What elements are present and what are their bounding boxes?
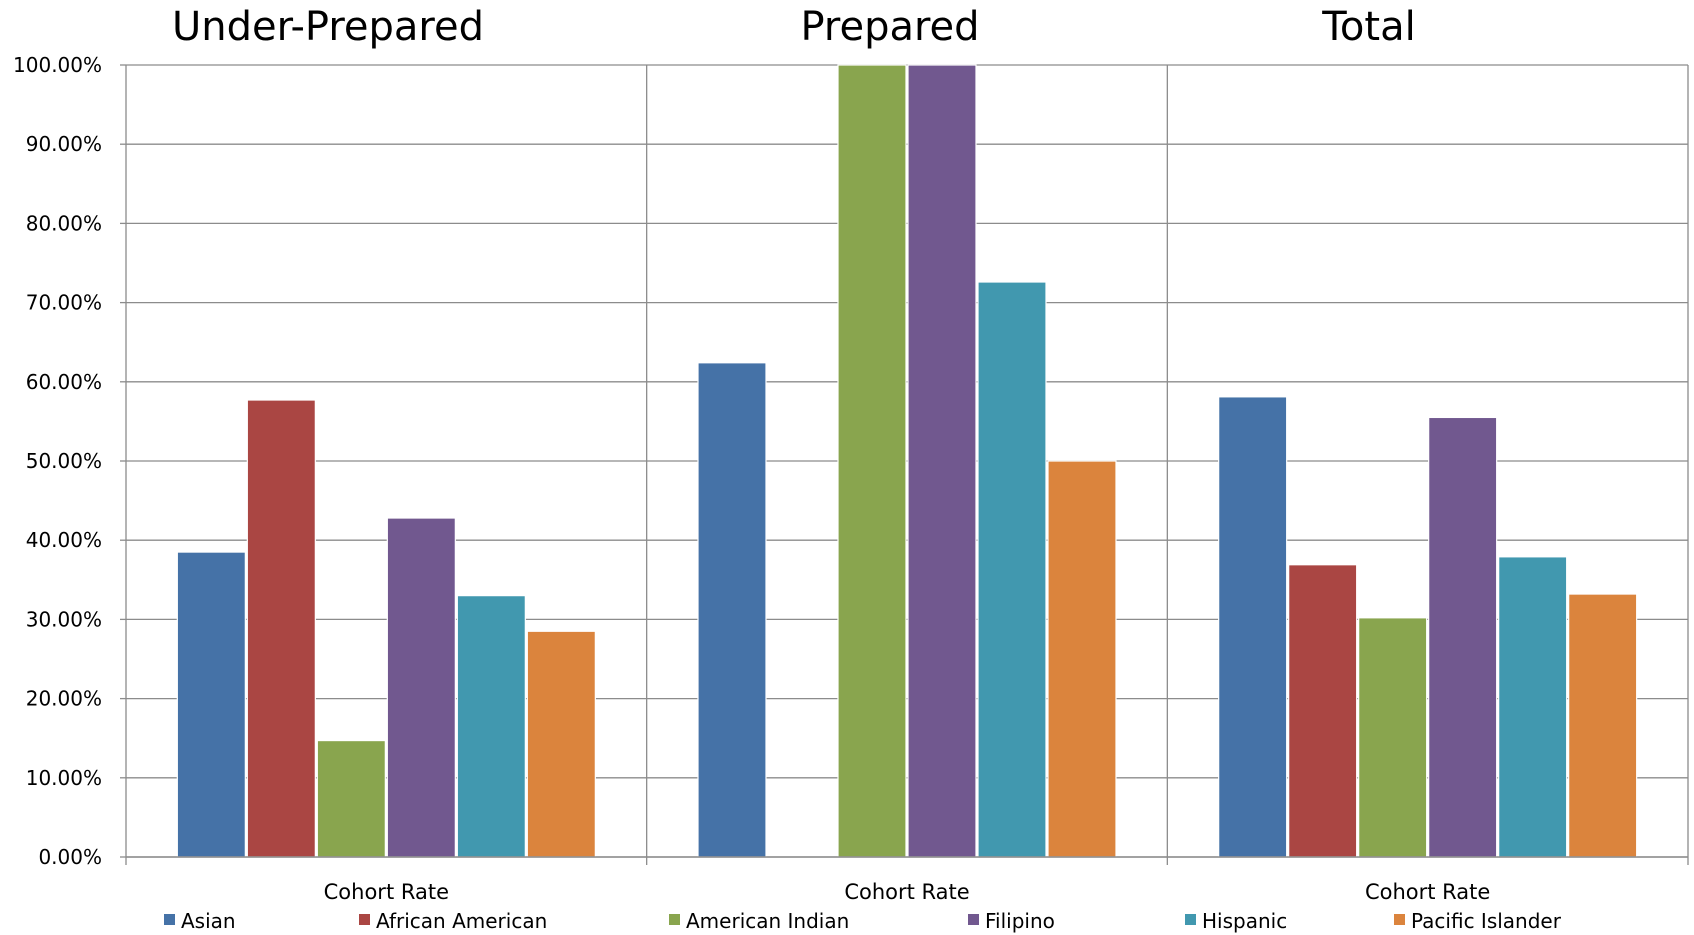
- y-tick-label: 0.00%: [38, 845, 102, 869]
- legend-swatch: [164, 914, 175, 925]
- bar: [456, 595, 526, 858]
- bar: [246, 399, 316, 858]
- y-tick-label: 60.00%: [26, 370, 102, 394]
- panel-titles: Under-Prepared Prepared Total: [172, 4, 1416, 50]
- y-tick-label: 80.00%: [26, 211, 102, 235]
- axes: 0.00% 10.00% 20.00% 30.00% 40.00% 50.00% 60.00…: [13, 53, 1688, 904]
- bar: [386, 517, 456, 858]
- legend-swatch: [1185, 914, 1196, 925]
- bar: [1288, 564, 1358, 858]
- legend-label: American Indian: [686, 909, 849, 933]
- bar: [1568, 593, 1638, 858]
- legend-swatch: [1394, 914, 1405, 925]
- bar: [697, 362, 767, 858]
- bar: [977, 281, 1047, 858]
- bar: [526, 630, 596, 858]
- panel-title: Prepared: [800, 4, 979, 50]
- legend-label: Hispanic: [1202, 909, 1287, 933]
- bar: [1498, 556, 1568, 858]
- y-tick-label: 70.00%: [26, 291, 102, 315]
- legend-label: Asian: [181, 909, 236, 933]
- grid: [125, 64, 1689, 865]
- bar: [1047, 460, 1117, 858]
- panel-title: Total: [1321, 4, 1415, 50]
- bar: [837, 64, 907, 858]
- legend-swatch: [359, 914, 370, 925]
- legend-swatch: [968, 914, 979, 925]
- bar: [1218, 396, 1288, 858]
- y-tick-label: 100.00%: [13, 53, 102, 77]
- bars: [176, 64, 1638, 858]
- category-label: Cohort Rate: [1365, 880, 1490, 904]
- legend-label: Filipino: [985, 909, 1055, 933]
- y-tick-label: 30.00%: [26, 607, 102, 631]
- y-tick-label: 10.00%: [26, 766, 102, 790]
- category-label: Cohort Rate: [324, 880, 449, 904]
- y-tick-label: 20.00%: [26, 687, 102, 711]
- category-label: Cohort Rate: [844, 880, 969, 904]
- legend-swatch: [669, 914, 680, 925]
- bar: [1428, 416, 1498, 858]
- bar: [1358, 617, 1428, 858]
- bar: [907, 64, 977, 858]
- panel-title: Under-Prepared: [172, 4, 484, 50]
- legend-label: African American: [376, 909, 547, 933]
- legend: Asian African American American Indian Fili…: [164, 909, 1562, 933]
- y-tick-label: 90.00%: [26, 132, 102, 156]
- bar: [176, 551, 246, 858]
- bar: [316, 739, 386, 858]
- y-tick-label: 50.00%: [26, 449, 102, 473]
- y-tick-label: 40.00%: [26, 528, 102, 552]
- legend-label: Pacific Islander: [1411, 909, 1562, 933]
